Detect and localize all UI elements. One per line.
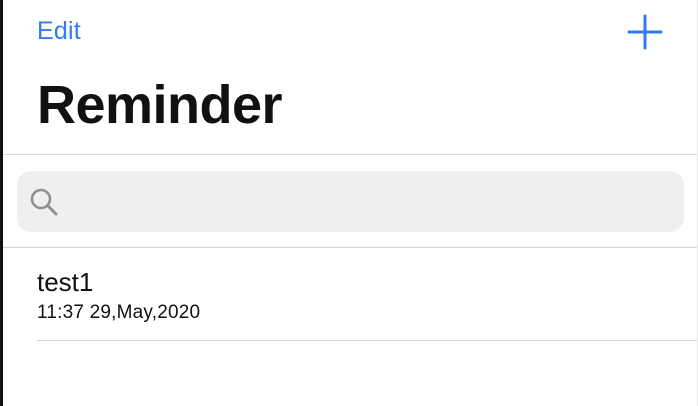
reminder-separator xyxy=(37,340,697,341)
page-title: Reminder xyxy=(37,75,283,135)
search-bar[interactable] xyxy=(17,171,684,232)
search-divider xyxy=(3,247,697,248)
reminder-item[interactable]: test1 11:37 29,May,2020 xyxy=(3,248,697,341)
search-icon-handle xyxy=(46,204,58,216)
add-reminder-button[interactable] xyxy=(625,12,665,52)
reminder-datetime: 11:37 29,May,2020 xyxy=(37,302,201,323)
search-input[interactable] xyxy=(65,171,665,232)
search-icon xyxy=(30,188,58,216)
search-icon-lens xyxy=(30,188,52,210)
edit-button[interactable]: Edit xyxy=(37,17,81,45)
plus-icon xyxy=(627,14,663,50)
reminder-list: test1 11:37 29,May,2020 xyxy=(3,248,697,341)
header-divider xyxy=(3,154,697,155)
reminder-title: test1 xyxy=(37,267,94,297)
navigation-bar: Edit xyxy=(3,0,697,62)
